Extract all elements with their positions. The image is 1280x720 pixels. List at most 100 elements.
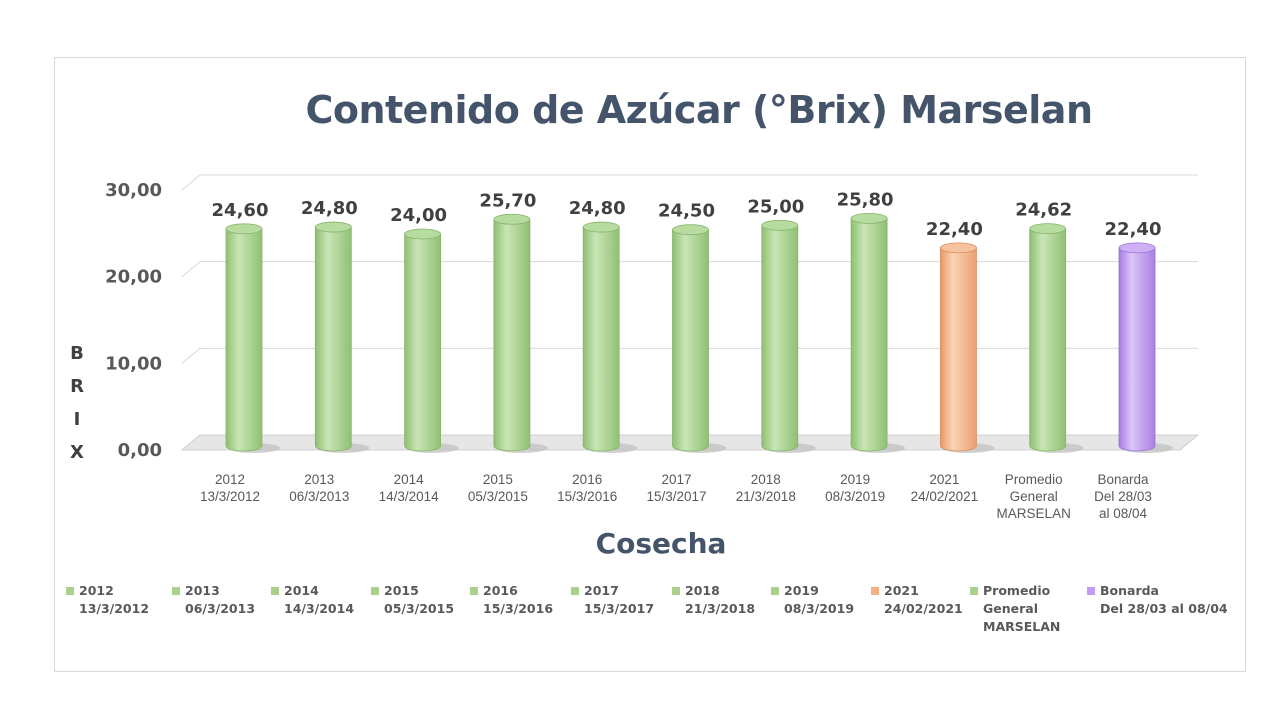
category-label: 24/02/2021 <box>911 489 979 504</box>
legend-label: 2013 06/3/2013 <box>185 583 256 616</box>
category-label: 15/3/2016 <box>557 489 617 504</box>
bar-top <box>404 228 442 240</box>
bar-body <box>672 229 709 452</box>
bar-body <box>225 228 263 452</box>
legend-label: 2019 08/3/2019 <box>784 583 855 616</box>
category-label: Del 28/03 <box>1094 489 1152 504</box>
category-label: 2018 <box>751 472 781 487</box>
legend-swatch <box>271 587 279 595</box>
bar <box>1118 242 1173 453</box>
bar-top <box>850 212 888 224</box>
data-label: 25,80 <box>837 189 894 210</box>
gridline-depth <box>181 347 201 364</box>
legend-label: Bonarda Del 28/03 al 08/04 <box>1100 583 1228 616</box>
y-tick-labels: 0,00 10,00 20,00 30,00 <box>105 180 162 461</box>
category-label: 2014 <box>394 472 425 487</box>
legend-swatch <box>871 587 879 595</box>
bar <box>850 212 906 453</box>
bar-body <box>1029 228 1067 452</box>
bar <box>672 224 727 453</box>
legend-swatch <box>371 587 379 595</box>
bar-top <box>582 221 620 233</box>
gridline-depth <box>181 261 201 278</box>
y-axis-label-char: R <box>70 376 84 397</box>
bar-top <box>225 223 263 235</box>
legend-label: 2018 21/3/2018 <box>685 583 756 616</box>
category-label: 2015 <box>483 472 513 487</box>
legend-swatch <box>470 587 478 595</box>
legend-swatch <box>172 587 180 595</box>
data-label: 24,60 <box>212 200 269 221</box>
x-axis-label: Cosecha <box>596 527 727 560</box>
bar-body <box>940 247 977 452</box>
category-label: Promedio <box>1005 472 1063 487</box>
legend-swatch <box>1087 587 1095 595</box>
y-tick-label: 20,00 <box>105 267 162 288</box>
bar-top <box>1118 242 1156 254</box>
bar-body <box>404 233 441 452</box>
legend-swatch <box>771 587 779 595</box>
gridline-depth <box>181 174 201 191</box>
category-labels: 2012 13/3/2012 2013 06/3/2013 2014 14/3/2014 2… <box>200 472 1152 521</box>
legend-label: 2012 13/3/2012 <box>79 583 150 616</box>
legend-label: 2014 14/3/2014 <box>284 583 355 616</box>
category-label: 2021 <box>929 472 959 487</box>
data-label: 24,80 <box>569 198 626 219</box>
bar-top <box>1029 223 1067 235</box>
legend-label: Promedio General MARSELAN <box>983 583 1061 634</box>
category-label: 2019 <box>840 472 870 487</box>
bar <box>1029 223 1084 453</box>
bar-body <box>761 224 799 452</box>
bar-body <box>850 218 888 452</box>
category-label: MARSELAN <box>997 506 1071 521</box>
category-label: Bonarda <box>1097 472 1149 487</box>
data-label: 25,70 <box>479 190 536 211</box>
bar <box>582 221 638 453</box>
bar-top <box>672 224 709 236</box>
data-label: 22,40 <box>1105 219 1162 240</box>
bar <box>493 213 548 453</box>
bar-body <box>1118 247 1156 452</box>
bar-body <box>493 218 531 452</box>
y-tick-label: 30,00 <box>105 180 162 201</box>
data-label: 22,40 <box>926 219 983 240</box>
data-label: 24,00 <box>390 205 447 226</box>
category-label: 2013 <box>304 472 334 487</box>
legend-swatch <box>66 587 74 595</box>
y-tick-label: 0,00 <box>118 440 162 461</box>
category-label: 06/3/2013 <box>289 489 349 504</box>
bar-top <box>314 221 352 233</box>
y-axis-label-char: B <box>70 343 84 364</box>
category-label: 21/3/2018 <box>736 489 796 504</box>
legend-label: 2015 05/3/2015 <box>384 583 455 616</box>
bar <box>314 221 370 453</box>
data-label: 24,80 <box>301 198 358 219</box>
bar <box>225 223 280 453</box>
legend-label: 2016 15/3/2016 <box>483 583 554 616</box>
y-axis-label-char: I <box>74 409 81 430</box>
bar-body <box>582 226 620 452</box>
y-axis-label-char: X <box>70 442 84 463</box>
bar <box>404 228 459 453</box>
data-labels: 24,60 24,80 24,00 25,70 24,80 24,50 25,00 25,80… <box>212 189 1162 239</box>
data-label: 24,62 <box>1015 200 1072 221</box>
data-label: 24,50 <box>658 201 715 222</box>
chart-title: Contenido de Azúcar (°Brix) Marselan <box>305 88 1093 132</box>
category-label: 2016 <box>572 472 602 487</box>
legend-swatch <box>970 587 978 595</box>
category-label: 2017 <box>661 472 691 487</box>
category-label: 2012 <box>215 472 245 487</box>
category-label: 14/3/2014 <box>379 489 440 504</box>
legend-swatch <box>571 587 579 595</box>
legend-swatch <box>672 587 680 595</box>
bar <box>940 242 995 453</box>
bars <box>225 212 1173 453</box>
bar-top <box>493 213 531 225</box>
category-label: 15/3/2017 <box>646 489 706 504</box>
bar-top <box>940 242 977 254</box>
category-label: 08/3/2019 <box>825 489 885 504</box>
category-label: 05/3/2015 <box>468 489 528 504</box>
bar-top <box>761 219 799 231</box>
legend: 2012 13/3/2012 2013 06/3/2013 2014 14/3/2014 2… <box>66 582 1236 652</box>
